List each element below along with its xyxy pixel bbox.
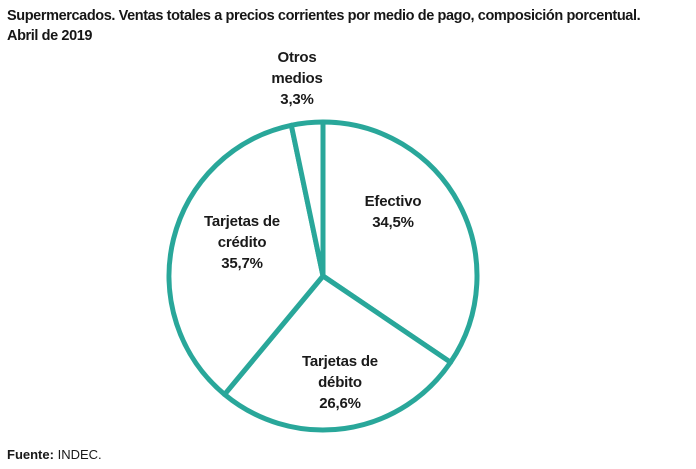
slice-label-text: Tarjetas de (302, 353, 378, 370)
chart-title: Supermercados. Ventas totales a precios … (7, 6, 692, 46)
slice-label-value: 35,7% (221, 255, 263, 272)
pie-slice-efectivo (320, 119, 480, 365)
pie-slices (166, 119, 480, 433)
source-label: Fuente: (7, 447, 54, 462)
slice-label-text: débito (318, 374, 362, 391)
pie-slice-tarjetas-de-credito (166, 122, 326, 397)
source-value: INDEC. (58, 447, 102, 462)
slice-label-text: medios (271, 70, 323, 87)
slice-label-value: 34,5% (372, 214, 414, 231)
slice-label-efectivo: Efectivo 34,5% (365, 191, 422, 233)
source-value-text: INDEC. (57, 447, 102, 462)
slice-label-text: Efectivo (364, 193, 422, 210)
slice-label-tarjetas-de-debito: Tarjetas de débito 26,6% (302, 351, 378, 414)
slice-label-tarjetas-de-credito: Tarjetas de crédito 35,7% (204, 211, 280, 274)
slice-label-text: Tarjetas de (204, 213, 280, 230)
slice-label-text: crédito (217, 234, 267, 251)
slice-label-value: 3,3% (280, 91, 314, 108)
chart-title-line2: Abril de 2019 (7, 28, 93, 44)
slice-label-value: 26,6% (319, 395, 361, 412)
pie-slice-tarjetas-de-debito (222, 273, 454, 433)
source-note: Fuente: INDEC. (7, 447, 102, 462)
pie-slice-otros-medios (288, 119, 326, 279)
chart-title-line1: Supermercados. Ventas totales a precios … (7, 8, 641, 24)
slice-label-text: Otros (277, 49, 317, 66)
slice-label-otros-medios: Otros medios 3,3% (271, 47, 323, 110)
